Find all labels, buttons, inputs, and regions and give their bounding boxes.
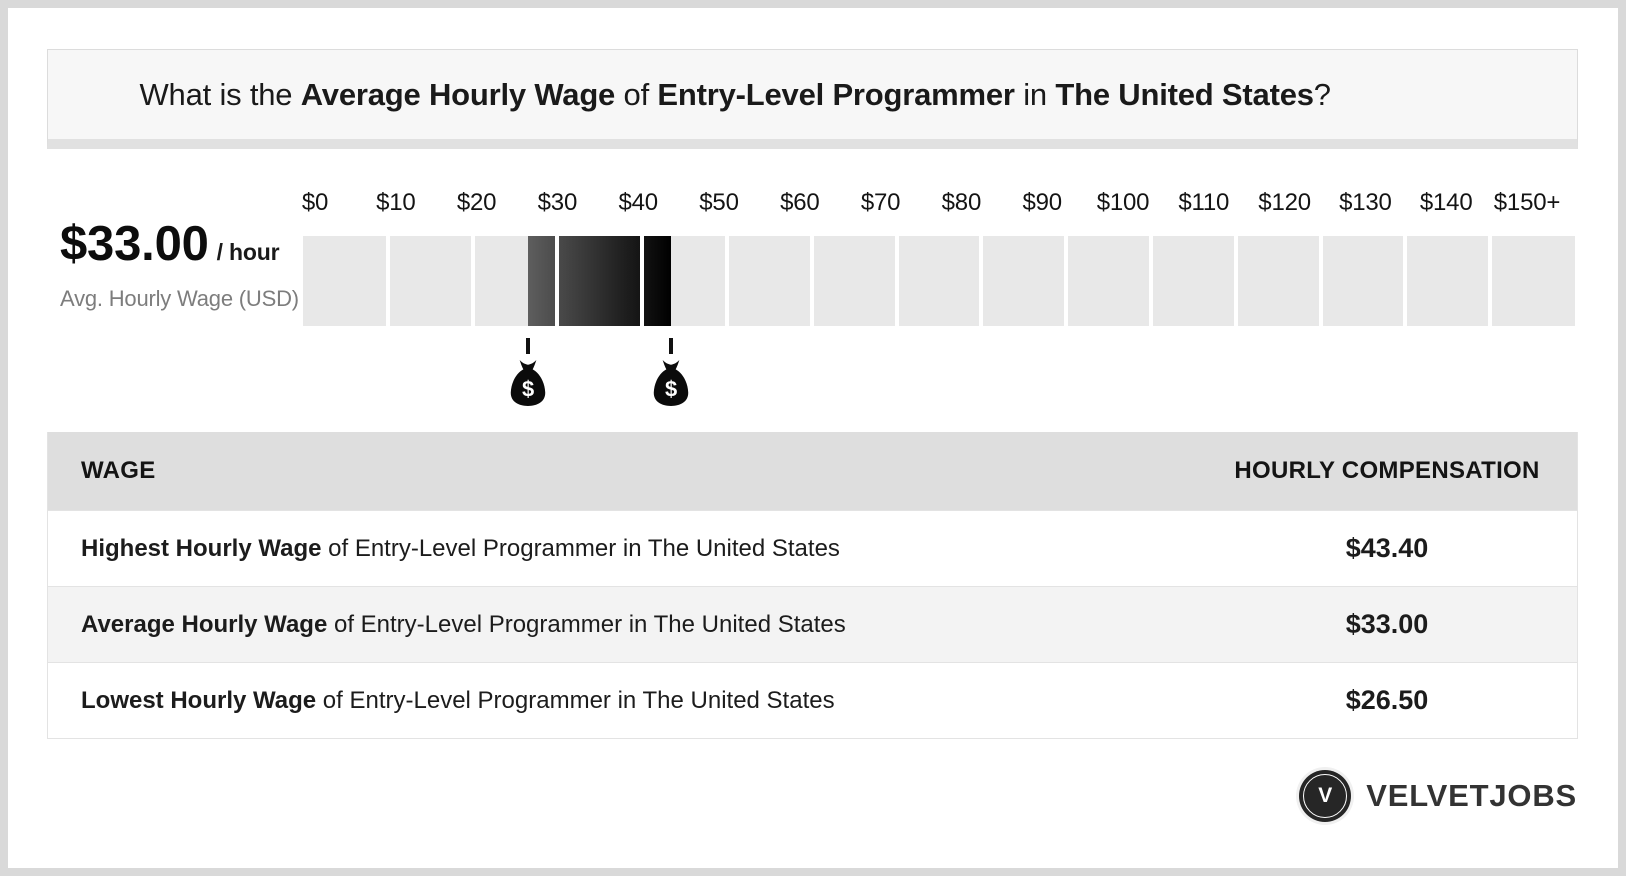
tick-label: $10: [376, 189, 416, 216]
money-bag-icon: $: [510, 360, 545, 406]
tick-label: $20: [456, 189, 497, 216]
col-header-wage: WAGE: [81, 457, 156, 484]
segment-divider: [1488, 236, 1493, 326]
logo-initial: V: [1318, 784, 1333, 807]
segment-divider: [894, 236, 899, 326]
brand-logo[interactable]: V VELVETJOBS: [1299, 769, 1577, 823]
segment-divider: [1318, 236, 1323, 326]
tick-label: $150+: [1493, 189, 1561, 216]
tick-label: $60: [780, 189, 820, 216]
table-row-average: Average Hourly Wage of Entry-Level Progr…: [48, 586, 1577, 662]
segment-divider: [1403, 236, 1408, 326]
segment-divider: [809, 236, 814, 326]
wage-per-hour: / hour: [216, 239, 280, 265]
question-job-title: Entry-Level Programmer: [657, 76, 1015, 112]
tick-label: $50: [699, 189, 739, 216]
svg-text:$: $: [665, 377, 677, 402]
segment-divider: [1233, 236, 1238, 326]
wage-amount: $33.00: [60, 217, 209, 271]
wage-range-bar: [527, 236, 672, 326]
row-label: Average Hourly Wage of Entry-Level Progr…: [81, 610, 846, 638]
tick-label: $70: [860, 189, 901, 216]
money-bag-icon: $: [653, 360, 689, 406]
question-text: What is the Average Hourly Wage of Entry…: [89, 41, 1331, 149]
segment-divider: [979, 236, 984, 326]
tick-label: $0: [301, 189, 329, 216]
segment-divider: [385, 236, 390, 326]
col-header-compensation: HOURLY COMPENSATION: [1234, 457, 1540, 484]
table-header-row: WAGE HOURLY COMPENSATION: [48, 432, 1577, 510]
wage-caption: Avg. Hourly Wage (USD): [60, 286, 299, 311]
row-label: Highest Hourly Wage of Entry-Level Progr…: [81, 534, 840, 562]
wage-amount-line: $33.00 / hour: [60, 216, 299, 272]
scale-track: [303, 236, 1575, 326]
table-row-highest: Highest Hourly Wage of Entry-Level Progr…: [48, 510, 1577, 586]
question-banner: What is the Average Hourly Wage of Entry…: [47, 49, 1578, 149]
row-value: $26.50: [1345, 685, 1429, 715]
tick-label: $110: [1178, 189, 1230, 216]
tick-label: $130: [1339, 189, 1392, 216]
segment-divider: [725, 236, 729, 326]
tick-label: $140: [1419, 189, 1473, 216]
row-value: $33.00: [1345, 609, 1429, 639]
marker-dash: [525, 338, 530, 354]
tick-label: $120: [1258, 189, 1311, 216]
tick-label: $100: [1096, 189, 1150, 216]
tick-label: $30: [537, 189, 578, 216]
tick-label: $80: [941, 189, 982, 216]
wage-table: WAGE HOURLY COMPENSATION Highest Hourly …: [47, 432, 1578, 739]
segment-divider: [1149, 236, 1153, 326]
table-row-lowest: Lowest Hourly Wage of Entry-Level Progra…: [48, 662, 1577, 738]
question-average-hourly-wage: Average Hourly Wage: [300, 76, 616, 112]
tick-label: $40: [618, 189, 658, 216]
row-label: Lowest Hourly Wage of Entry-Level Progra…: [81, 686, 835, 714]
question-mid2: in: [1014, 76, 1056, 112]
marker-dash: [669, 338, 674, 354]
segment-divider: [470, 236, 475, 326]
question-mid1: of: [615, 76, 658, 112]
content-card: What is the Average Hourly Wage of Entry…: [8, 8, 1618, 868]
question-prefix: What is the: [139, 76, 301, 112]
svg-text:$: $: [522, 377, 534, 402]
wage-summary: $33.00 / hour Avg. Hourly Wage (USD): [60, 216, 299, 312]
money-bag-marker: $: [507, 326, 549, 407]
row-value: $43.40: [1345, 533, 1429, 563]
money-bag-marker: $: [650, 326, 692, 407]
tick-label: $90: [1022, 189, 1062, 216]
question-suffix: ?: [1313, 76, 1331, 112]
brand-name: VELVETJOBS: [1366, 778, 1577, 813]
segment-divider: [555, 236, 560, 326]
segment-divider: [640, 236, 645, 326]
question-location: The United States: [1055, 76, 1314, 112]
wage-scale: $0 $10 $20 $30 $40 $50 $60 $70 $80 $90 $100 $110 $12…: [301, 180, 1575, 412]
segment-divider: [1064, 236, 1069, 326]
velvetjobs-logo-icon: V: [1299, 770, 1352, 822]
